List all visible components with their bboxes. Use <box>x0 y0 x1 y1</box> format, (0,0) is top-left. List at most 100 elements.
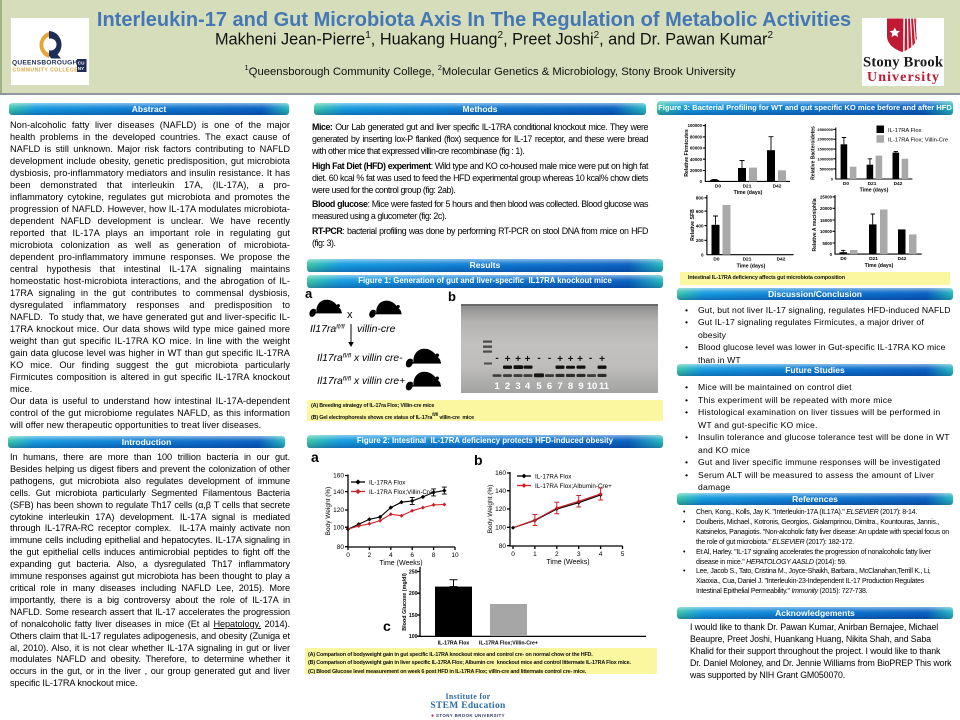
svg-text:Relative Firmicutes: Relative Firmicutes <box>684 129 690 177</box>
svg-text:D21: D21 <box>743 184 752 190</box>
svg-text:400: 400 <box>696 223 704 228</box>
svg-text:Il17rafl/fl x villin cre+: Il17rafl/fl x villin cre+ <box>317 376 405 388</box>
svg-text:0: 0 <box>700 179 703 184</box>
svg-text:5: 5 <box>536 381 542 392</box>
svg-text:D0: D0 <box>713 257 719 263</box>
svg-text:0: 0 <box>701 253 704 258</box>
svg-text:Il17rafl/fl x villin cre-: Il17rafl/fl x villin cre- <box>317 353 403 365</box>
svg-text:D0: D0 <box>843 181 849 187</box>
svg-text:Relative A muciniphila: Relative A muciniphila <box>812 198 818 251</box>
svg-text:b: b <box>474 452 483 468</box>
svg-text:+: + <box>525 354 531 365</box>
svg-text:7: 7 <box>557 381 562 392</box>
svg-text:5000: 5000 <box>822 241 832 246</box>
svg-text:Time (days): Time (days) <box>860 188 889 194</box>
svg-text:60000: 60000 <box>690 146 703 151</box>
svg-text:Time (Weeks): Time (Weeks) <box>379 560 422 567</box>
svg-text:800: 800 <box>696 196 704 201</box>
svg-text:0: 0 <box>346 552 350 559</box>
svg-text:100: 100 <box>333 524 344 531</box>
svg-text:10: 10 <box>451 552 459 559</box>
svg-text:140: 140 <box>333 489 344 496</box>
svg-text:D21: D21 <box>869 256 878 262</box>
svg-text:4: 4 <box>525 381 531 392</box>
svg-text:9: 9 <box>578 381 583 392</box>
svg-text:0: 0 <box>830 252 833 257</box>
svg-text:IL-17RA Flox: IL-17RA Flox <box>888 128 922 134</box>
svg-text:+: + <box>599 354 605 365</box>
svg-text:4: 4 <box>389 552 393 559</box>
svg-text:1500000: 1500000 <box>817 147 833 152</box>
svg-text:160: 160 <box>495 470 506 477</box>
svg-text:100: 100 <box>495 525 506 532</box>
svg-text:140: 140 <box>495 488 506 495</box>
svg-text:10000: 10000 <box>820 229 833 234</box>
svg-text:40000: 40000 <box>690 157 703 162</box>
svg-text:D42: D42 <box>777 257 786 263</box>
svg-text:1: 1 <box>494 381 500 392</box>
svg-text:8: 8 <box>568 381 573 392</box>
svg-text:-: - <box>495 353 498 364</box>
svg-text:10: 10 <box>587 381 598 392</box>
svg-text:80: 80 <box>337 544 345 551</box>
svg-text:600: 600 <box>696 209 704 214</box>
svg-text:5: 5 <box>621 551 625 558</box>
svg-text:Time (Weeks): Time (Weeks) <box>546 559 589 566</box>
svg-text:Time (days): Time (days) <box>737 264 766 270</box>
svg-text:Relative Bacteroidetes: Relative Bacteroidetes <box>811 126 817 180</box>
svg-text:CU: CU <box>78 61 85 66</box>
svg-text:0: 0 <box>831 177 834 182</box>
svg-text:IL-17RA Flox;Villin-Cre+: IL-17RA Flox;Villin-Cre+ <box>369 489 437 496</box>
svg-text:University: University <box>867 70 939 85</box>
svg-text:150: 150 <box>409 613 418 619</box>
svg-text:IL-17RA Flox;Albumin-Cre+: IL-17RA Flox;Albumin-Cre+ <box>535 483 612 490</box>
svg-text:c: c <box>383 618 391 634</box>
svg-text:3: 3 <box>577 551 581 558</box>
svg-text:COMMUNITY COLLEGE: COMMUNITY COLLEGE <box>13 67 79 73</box>
svg-text:x: x <box>347 309 353 321</box>
svg-text:2: 2 <box>555 551 559 558</box>
svg-text:D42: D42 <box>773 184 782 190</box>
svg-text:+: + <box>568 354 574 365</box>
svg-text:-: - <box>548 353 551 364</box>
svg-text:6: 6 <box>410 552 414 559</box>
svg-text:2500000: 2500000 <box>817 127 833 132</box>
svg-text:+: + <box>577 354 583 365</box>
svg-text:20000: 20000 <box>820 206 833 211</box>
svg-text:QUEENSBOROUGH: QUEENSBOROUGH <box>12 60 78 67</box>
svg-text:villin-cre: villin-cre <box>357 323 396 335</box>
svg-text:Time (days): Time (days) <box>865 263 894 269</box>
svg-text:80000: 80000 <box>690 135 703 140</box>
svg-text:8: 8 <box>432 552 436 559</box>
svg-text:1000000: 1000000 <box>817 156 833 161</box>
svg-text:D0: D0 <box>840 256 846 262</box>
svg-text:25000: 25000 <box>820 195 833 200</box>
svg-text:Body Weight (%): Body Weight (%) <box>325 487 332 536</box>
svg-text:2: 2 <box>505 381 510 392</box>
svg-text:0: 0 <box>511 551 515 558</box>
svg-text:250: 250 <box>409 569 418 575</box>
svg-text:IL-17RA Flox: IL-17RA Flox <box>535 474 572 481</box>
svg-text:160: 160 <box>333 473 344 480</box>
svg-text:2000000: 2000000 <box>817 137 833 142</box>
svg-text:IL-17RA Flox;Villin-Cre+: IL-17RA Flox;Villin-Cre+ <box>479 641 538 647</box>
svg-text:IL-17RA Flox; Villin-Cre: IL-17RA Flox; Villin-Cre <box>888 138 948 144</box>
svg-text:D42: D42 <box>894 181 903 187</box>
svg-text:3: 3 <box>515 381 520 392</box>
svg-text:Relative SFB: Relative SFB <box>690 209 696 241</box>
svg-text:IL-17RA Flox: IL-17RA Flox <box>438 641 470 647</box>
svg-text:200: 200 <box>696 238 704 243</box>
svg-text:Body Weight (%): Body Weight (%) <box>487 485 494 534</box>
svg-text:NY: NY <box>78 66 84 71</box>
svg-text:IL-17RA Flox: IL-17RA Flox <box>369 480 406 487</box>
svg-text:D42: D42 <box>898 256 907 262</box>
svg-text:a: a <box>305 288 313 301</box>
svg-text:200: 200 <box>409 591 418 597</box>
svg-text:120: 120 <box>333 507 344 514</box>
svg-text:4: 4 <box>599 551 603 558</box>
svg-text:+: + <box>505 354 511 365</box>
svg-text:-: - <box>537 353 540 364</box>
svg-text:a: a <box>311 449 319 465</box>
svg-text:20000: 20000 <box>690 168 703 173</box>
svg-text:80: 80 <box>499 543 507 550</box>
